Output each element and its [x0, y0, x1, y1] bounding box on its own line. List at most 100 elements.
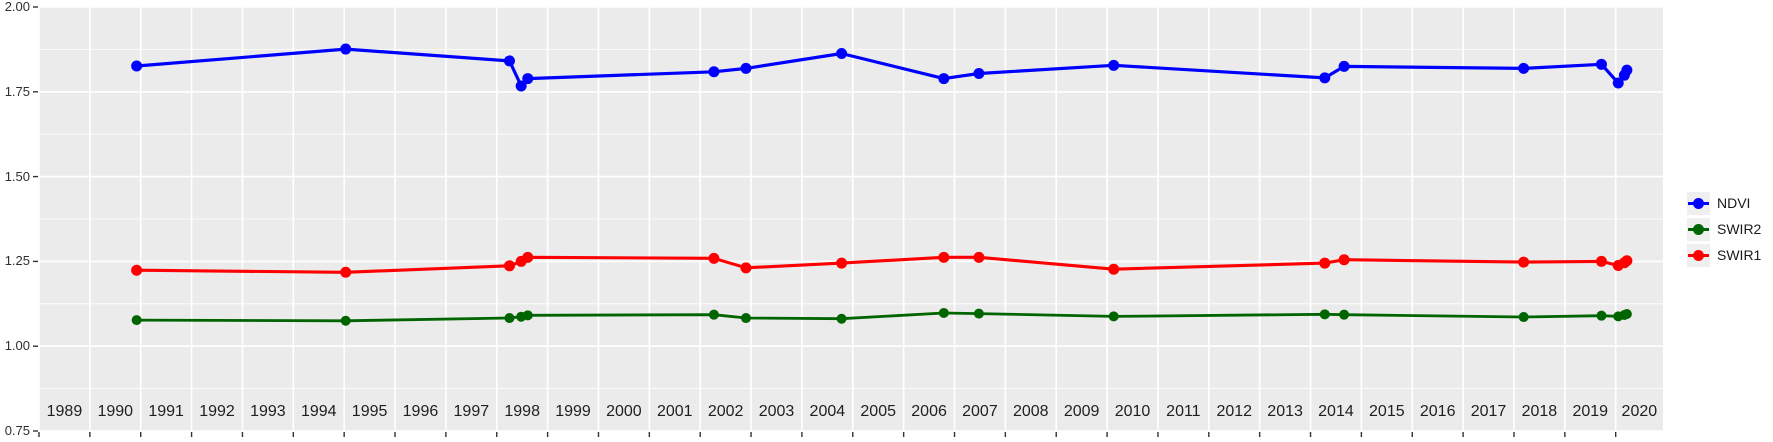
ndvi-point [973, 67, 985, 79]
ndvi-point [340, 43, 352, 55]
ndvi-point [1319, 72, 1331, 84]
swir1-point [340, 266, 352, 278]
legend-key-icon [1687, 191, 1710, 215]
x-tick-label: 2018 [1521, 403, 1558, 420]
x-tick-label: 1989 [46, 403, 83, 420]
x-tick-label: 2015 [1369, 403, 1405, 420]
swir1-point [522, 251, 534, 263]
swir2-point [1596, 310, 1607, 321]
ndvi-point [503, 55, 515, 67]
swir1-point [1108, 263, 1120, 275]
x-tick-label: 2007 [962, 403, 998, 420]
swir1-point [1621, 255, 1633, 267]
x-tick-label: 1993 [250, 403, 286, 420]
swir1-point [503, 260, 515, 272]
legend-item-ndvi: NDVI [1687, 190, 1761, 216]
legend-key-icon [1687, 243, 1710, 267]
y-tick-label: 0.75 [4, 423, 30, 438]
x-tick-label: 2004 [809, 403, 846, 420]
legend-key-icon [1687, 217, 1710, 241]
ndvi-point [1612, 77, 1624, 89]
x-tick-label: 2010 [1114, 403, 1151, 420]
x-tick-label: 2000 [606, 403, 642, 420]
x-tick-label: 2017 [1470, 403, 1507, 420]
swir1-point [1319, 257, 1331, 269]
x-tick-label: 1994 [300, 403, 337, 420]
x-tick-label: 1991 [148, 403, 184, 420]
x-tick-label: 2019 [1572, 403, 1609, 420]
x-tick-label: 2014 [1318, 403, 1354, 420]
ndvi-point [740, 62, 752, 74]
x-tick-label: 2003 [758, 403, 795, 420]
swir1-point [973, 251, 985, 263]
x-tick-label: 2009 [1063, 403, 1100, 420]
swir2-point [1319, 309, 1330, 320]
swir1-point [708, 252, 720, 264]
x-tick-label: 1996 [402, 403, 439, 420]
ndvi-point [1108, 59, 1120, 71]
swir2-point [740, 313, 751, 324]
x-tick-label: 1992 [199, 403, 235, 420]
series-swir1 [131, 251, 1633, 278]
axis-ticks [33, 6, 1617, 437]
swir2-point [131, 315, 142, 326]
x-tick-label: 1995 [351, 403, 388, 420]
x-tick-label: 2013 [1267, 403, 1303, 420]
x-tick-label: 1990 [97, 403, 134, 420]
y-tick-label: 1.50 [4, 168, 30, 184]
swir1-point [836, 257, 848, 269]
swir2-point [522, 310, 533, 321]
x-tick-label: 1999 [555, 403, 591, 420]
gridlines [38, 6, 1663, 432]
y-tick-label: 1.25 [4, 253, 30, 269]
swir2-point [1108, 311, 1119, 322]
x-tick-label: 2016 [1419, 403, 1456, 420]
legend: NDVI SWIR2 SWIR1 [1687, 190, 1761, 268]
swir2-point [1621, 308, 1632, 319]
ndvi-point [1338, 60, 1350, 72]
swir1-point [740, 262, 752, 274]
legend-label: SWIR1 [1717, 247, 1762, 263]
legend-label: NDVI [1717, 195, 1751, 211]
ndvi-point [515, 80, 527, 92]
ndvi-point [708, 66, 720, 78]
ndvi-point [1518, 62, 1530, 74]
legend-label: SWIR2 [1717, 221, 1762, 237]
swir1-point [1518, 256, 1530, 268]
x-tick-label: 2001 [656, 403, 693, 420]
swir1-point [938, 251, 950, 263]
x-tick-label: 2011 [1166, 403, 1201, 420]
ndvi-point [1595, 58, 1607, 70]
swir2-point [708, 309, 719, 320]
legend-item-swir2: SWIR2 [1687, 216, 1761, 242]
legend-item-swir1: SWIR1 [1687, 242, 1761, 268]
x-tick-label: 2006 [911, 403, 947, 420]
y-tick-label: 2.00 [4, 0, 30, 14]
ndvi-point [938, 73, 950, 85]
x-tick-label: 1998 [504, 403, 540, 420]
series-swir2 [131, 307, 1632, 326]
ndvi-point [836, 47, 848, 59]
ndvi-point [522, 73, 534, 85]
swir2-point [1518, 312, 1529, 323]
y-tick-label: 1.75 [4, 83, 30, 99]
swir2-point [504, 313, 515, 324]
swir2-point [836, 313, 847, 324]
swir2-point [1339, 309, 1350, 320]
x-tick-label: 2002 [707, 403, 744, 420]
ndvi-point [1621, 64, 1633, 76]
swir2-point [340, 315, 351, 326]
x-tick-label: 1997 [453, 403, 490, 420]
swir1-point [1595, 255, 1607, 267]
y-tick-label: 1.00 [4, 338, 30, 354]
swir2-point [938, 307, 949, 318]
x-tick-label: 2005 [860, 403, 896, 420]
swir1-point [1338, 254, 1350, 266]
x-tick-label: 2012 [1216, 403, 1253, 420]
series-ndvi [131, 43, 1633, 92]
swir2-point [973, 308, 984, 319]
x-tick-label: 2008 [1012, 403, 1049, 420]
x-tick-label: 2020 [1621, 403, 1658, 420]
